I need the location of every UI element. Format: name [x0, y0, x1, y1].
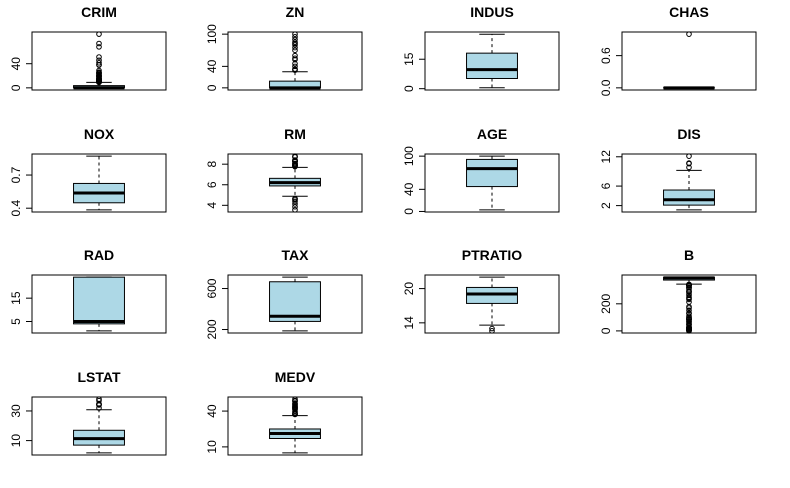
outlier	[292, 55, 298, 62]
outlier	[96, 54, 102, 60]
box	[663, 189, 715, 206]
outlier	[292, 396, 298, 402]
panel-title: B	[684, 247, 694, 263]
outlier	[686, 31, 692, 37]
outlier	[96, 44, 102, 50]
outlier	[96, 69, 102, 76]
panel-title: NOX	[84, 126, 115, 142]
outlier	[292, 160, 298, 167]
panel-title: RAD	[84, 247, 114, 263]
outlier	[686, 310, 692, 316]
outlier	[292, 157, 298, 163]
panel-title: ZN	[286, 4, 305, 20]
y-tick-label: 10	[205, 440, 219, 454]
plot-frame	[31, 274, 167, 334]
outlier	[686, 281, 692, 288]
y-tick-label: 5	[9, 318, 23, 325]
outlier	[292, 31, 298, 37]
panel-title: CRIM	[81, 4, 117, 20]
outlier	[292, 60, 298, 67]
panel-title: INDUS	[470, 4, 514, 20]
y-tick-label: 0	[205, 84, 219, 91]
panel-title: PTRATIO	[462, 247, 523, 263]
outlier	[686, 153, 692, 159]
y-tick-label: 6	[599, 182, 613, 189]
panel-title: CHAS	[669, 4, 709, 20]
y-tick-label: 100	[402, 146, 416, 166]
outlier	[292, 153, 298, 159]
y-tick-label: 40	[205, 59, 219, 73]
outlier	[292, 44, 298, 51]
outlier	[292, 63, 298, 70]
y-tick-label: 0.6	[599, 47, 613, 64]
y-tick-label: 30	[9, 404, 23, 418]
y-tick-label: 0	[9, 84, 23, 91]
y-tick-label: 14	[402, 316, 416, 330]
outlier	[686, 313, 692, 319]
outlier	[489, 328, 495, 334]
y-tick-label: 0	[402, 85, 416, 92]
y-tick-label: 0.7	[9, 166, 23, 183]
y-tick-label: 15	[402, 52, 416, 66]
panel-title: LSTAT	[77, 369, 120, 385]
box	[466, 52, 518, 79]
panel-title: TAX	[282, 247, 310, 263]
outlier	[292, 400, 298, 406]
y-tick-label: 10	[9, 434, 23, 448]
y-tick-label: 12	[599, 150, 613, 164]
panel-title: DIS	[677, 126, 700, 142]
plot-frame	[424, 31, 560, 91]
panel-title: MEDV	[275, 369, 316, 385]
y-tick-label: 4	[205, 202, 219, 209]
box	[73, 276, 125, 325]
outlier	[96, 396, 102, 402]
y-tick-label: 8	[205, 161, 219, 168]
outlier	[292, 36, 298, 43]
outlier	[292, 203, 298, 210]
outlier	[96, 57, 102, 64]
outlier	[292, 47, 298, 54]
y-tick-label: 40	[402, 182, 416, 196]
outlier	[96, 60, 102, 66]
y-tick-label: 100	[205, 24, 219, 44]
outlier	[686, 307, 692, 314]
y-tick-label: 0.0	[599, 79, 613, 96]
box	[466, 158, 518, 188]
outlier	[292, 207, 298, 213]
outlier	[292, 34, 298, 40]
outlier	[292, 66, 298, 72]
panel-title: AGE	[477, 126, 507, 142]
plot-frame	[31, 153, 167, 213]
outlier	[292, 39, 298, 46]
outlier	[292, 195, 298, 202]
outlier	[686, 160, 692, 166]
panel-title: RM	[284, 126, 306, 142]
y-tick-label: 600	[205, 278, 219, 298]
y-tick-label: 2	[599, 202, 613, 209]
y-tick-label: 6	[205, 181, 219, 188]
outlier	[96, 31, 102, 37]
plot-frame	[621, 31, 757, 91]
outlier	[96, 40, 102, 47]
outlier	[489, 325, 495, 332]
y-tick-label: 15	[9, 291, 23, 305]
y-tick-label: 0.4	[9, 200, 23, 217]
outlier	[292, 52, 298, 59]
y-tick-label: 0	[599, 327, 613, 334]
y-tick-label: 200	[205, 319, 219, 339]
plot-frame	[227, 274, 363, 334]
y-tick-label: 40	[9, 57, 23, 71]
y-tick-label: 20	[402, 282, 416, 296]
y-tick-label: 0	[402, 208, 416, 215]
y-tick-label: 200	[599, 293, 613, 313]
plot-frame	[424, 153, 560, 213]
y-tick-label: 40	[205, 404, 219, 418]
outlier	[96, 67, 102, 74]
